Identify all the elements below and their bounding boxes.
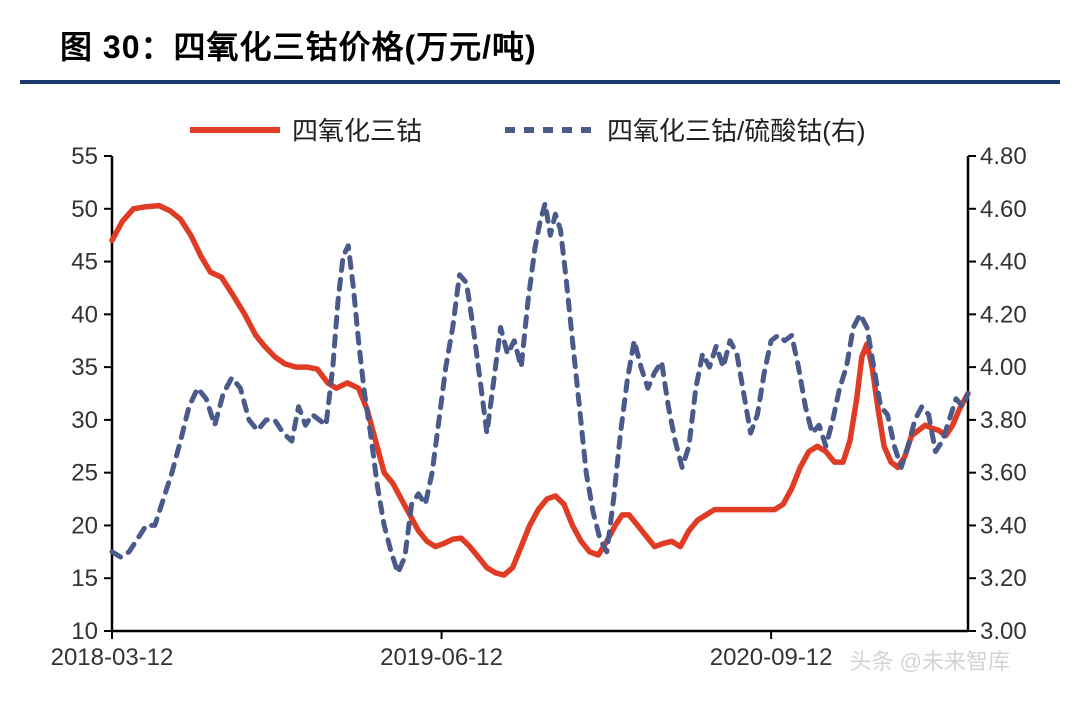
svg-text:35: 35 [71,354,98,381]
svg-text:3.00: 3.00 [980,618,1027,645]
svg-text:50: 50 [71,196,98,223]
svg-text:45: 45 [71,249,98,276]
price-chart: 10 15 20 25 30 35 40 45 50 55 3.00 3.20 3.40 3.60 3.80… [50,106,1040,686]
svg-text:3.60: 3.60 [980,460,1027,487]
svg-text:40: 40 [71,301,98,328]
svg-text:55: 55 [71,143,98,170]
svg-text:30: 30 [71,407,98,434]
svg-text:3.20: 3.20 [980,565,1027,592]
svg-text:4.40: 4.40 [980,249,1027,276]
svg-text:25: 25 [71,460,98,487]
svg-text:10: 10 [71,618,98,645]
svg-text:2020-09-12: 2020-09-12 [710,644,833,671]
svg-text:4.20: 4.20 [980,301,1027,328]
svg-text:4.00: 4.00 [980,354,1027,381]
svg-text:4.60: 4.60 [980,196,1027,223]
chart-container: 10 15 20 25 30 35 40 45 50 55 3.00 3.20 3.40 3.60 3.80… [50,106,1040,686]
svg-text:2018-03-12: 2018-03-12 [51,644,174,671]
svg-text:3.40: 3.40 [980,512,1027,539]
svg-text:2019-06-12: 2019-06-12 [380,644,503,671]
svg-text:四氧化三钴: 四氧化三钴 [292,116,422,146]
svg-text:4.80: 4.80 [980,143,1027,170]
svg-text:四氧化三钴/硫酸钴(右): 四氧化三钴/硫酸钴(右) [607,116,866,146]
svg-text:15: 15 [71,565,98,592]
svg-text:20: 20 [71,512,98,539]
chart-title-bar: 图 30：四氧化三钴价格(万元/吨) [20,0,1060,84]
chart-title: 图 30：四氧化三钴价格(万元/吨) [60,29,537,65]
svg-text:3.80: 3.80 [980,407,1027,434]
